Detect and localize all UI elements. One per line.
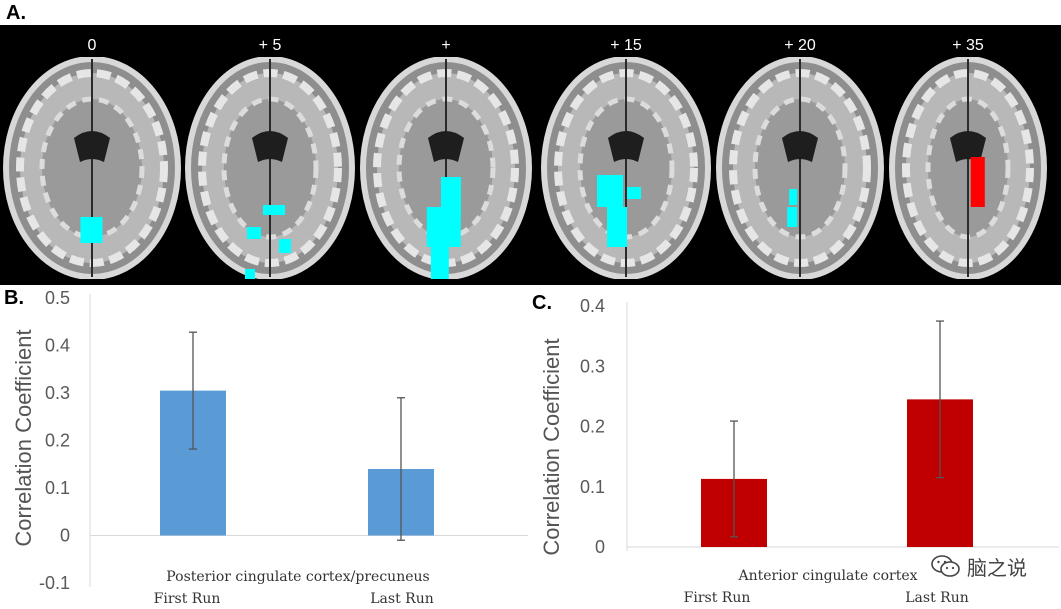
y-tick-label: -0.1 xyxy=(39,573,70,593)
slice-label: + 5 xyxy=(258,37,282,54)
slice-label: 0 xyxy=(87,37,97,54)
panel-c-letter: C. xyxy=(532,292,552,314)
brain-slice-image xyxy=(716,57,884,279)
y-tick-label: 0.5 xyxy=(45,288,70,308)
y-tick-label: 0.2 xyxy=(45,431,70,451)
brain-slice: 0 xyxy=(3,25,181,285)
activation-cluster xyxy=(607,207,627,247)
y-tick-label: 0.3 xyxy=(580,356,605,376)
chart-b: 0.5 0.4 0.3 0.2 0.1 0 -0.1 First Run Last Run Pos… xyxy=(39,288,528,607)
activation-cluster xyxy=(80,217,103,243)
watermark-text: 脑之说 xyxy=(967,558,1027,580)
slice-label: + xyxy=(441,37,451,54)
activation-cluster xyxy=(245,269,255,279)
chart-c: 0.4 0.3 0.2 0.1 0 First Run Last Run Anterior c… xyxy=(580,296,1059,606)
x-category-label: First Run xyxy=(684,590,751,606)
wechat-icon xyxy=(931,554,961,586)
x-category-label: Last Run xyxy=(905,590,968,606)
y-tick-label: 0.2 xyxy=(580,417,605,437)
y-tick-label: 0 xyxy=(60,526,70,546)
brain-slice: + xyxy=(360,25,532,285)
brain-slice-strip: 0 + 5 + + 15 + 20 + 35 xyxy=(0,25,1061,285)
brain-slice: + 20 xyxy=(716,25,884,285)
y-tick-label: 0.3 xyxy=(45,383,70,403)
watermark: 脑之说 xyxy=(931,552,1027,586)
y-tick-label: 0.4 xyxy=(45,336,70,356)
activation-cluster xyxy=(426,207,461,247)
brain-slice-image xyxy=(889,57,1047,279)
slice-label: + 15 xyxy=(610,37,642,54)
slice-label: + 20 xyxy=(784,37,816,54)
brain-slice-image xyxy=(3,57,181,279)
activation-cluster xyxy=(627,187,641,199)
x-category-label: Last Run xyxy=(370,591,433,607)
activation-cluster xyxy=(430,247,449,279)
brain-slice-image xyxy=(185,57,355,279)
brain-slice-image xyxy=(541,57,711,279)
activation-cluster xyxy=(970,157,985,207)
brain-slice-image xyxy=(360,57,532,279)
activation-cluster xyxy=(263,205,285,215)
activation-cluster xyxy=(247,227,261,239)
y-tick-label: 0.4 xyxy=(580,296,605,316)
brain-slice: + 5 xyxy=(185,25,355,285)
x-axis-title: Posterior cingulate cortex/precuneus xyxy=(166,569,429,585)
y-tick-label: 0 xyxy=(595,537,605,557)
y-tick-label: 0.1 xyxy=(580,477,605,497)
brain-slice: + 15 xyxy=(541,25,711,285)
activation-cluster xyxy=(597,175,623,207)
panel-a-letter: A. xyxy=(6,2,26,24)
slice-label: + 35 xyxy=(952,37,984,54)
brain-slice: + 35 xyxy=(889,25,1047,285)
panel-b-letter: B. xyxy=(4,287,24,309)
x-axis-title: Anterior cingulate cortex xyxy=(737,568,917,584)
y-tick-label: 0.1 xyxy=(45,478,70,498)
activation-cluster xyxy=(787,207,798,227)
activation-cluster xyxy=(789,189,798,205)
x-category-label: First Run xyxy=(154,591,221,607)
activation-cluster xyxy=(279,239,291,253)
